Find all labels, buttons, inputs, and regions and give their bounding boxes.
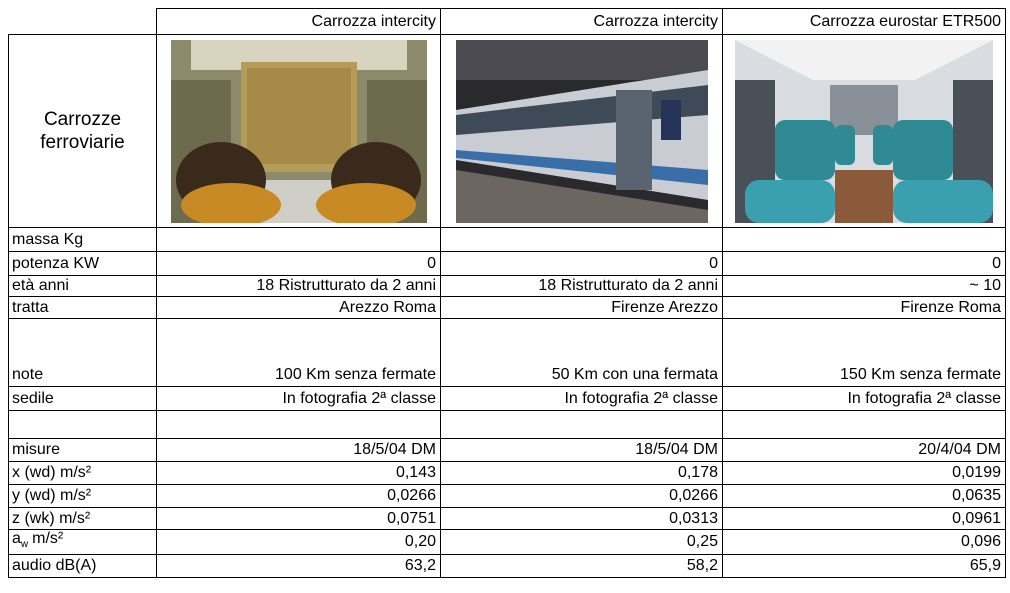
data-row: massa Kg — [8, 227, 1006, 252]
cell-value: 0,0961 — [722, 507, 1006, 530]
cell-value — [440, 410, 723, 439]
row-label: età anni — [8, 275, 157, 297]
cell-value: 20/4/04 DM — [722, 438, 1006, 462]
cell-value: 0,20 — [156, 528, 441, 556]
cell-value: 65,9 — [722, 554, 1006, 579]
cell-value: 18 Ristrutturato da 2 anni — [440, 275, 723, 297]
data-row: x (wd) m/s² 0,143 0,178 0,0199 — [8, 461, 1006, 485]
cell-value: Firenze Roma — [722, 296, 1006, 319]
data-table: Carrozza intercity Carrozza intercity Ca… — [8, 8, 1006, 579]
cell-value: 0,178 — [440, 461, 723, 485]
data-row — [8, 410, 1006, 439]
row-label: z (wk) m/s² — [8, 507, 157, 530]
data-row: tratta Arezzo Roma Firenze Arezzo Firenze R… — [8, 296, 1006, 319]
cell-value: 18 Ristrutturato da 2 anni — [156, 275, 441, 297]
cell-value: 0 — [156, 251, 441, 276]
cell-value: 150 Km senza fermate — [722, 318, 1006, 387]
cell-value: 0,0266 — [440, 484, 723, 508]
cell-value: 63,2 — [156, 554, 441, 579]
row-label: aw m/s² — [8, 528, 157, 556]
corner-cell — [8, 8, 157, 35]
photo-eurostar-interior — [735, 39, 993, 223]
data-row: y (wd) m/s² 0,0266 0,0266 0,0635 — [8, 484, 1006, 508]
row-label: x (wd) m/s² — [8, 461, 157, 485]
cell-value: 0 — [440, 251, 723, 276]
cell-value: 0,0635 — [722, 484, 1006, 508]
data-row: z (wk) m/s² 0,0751 0,0313 0,0961 — [8, 507, 1006, 530]
cell-value — [722, 227, 1006, 252]
cell-value: In fotografia 2ª classe — [156, 386, 441, 411]
header-row: Carrozza intercity Carrozza intercity Ca… — [8, 8, 1006, 35]
cell-value: 0,096 — [722, 528, 1006, 556]
cell-value: 0,0313 — [440, 507, 723, 530]
cell-value: 0,0199 — [722, 461, 1006, 485]
row-label: potenza KW — [8, 251, 157, 276]
data-row: audio dB(A) 63,2 58,2 65,9 — [8, 554, 1006, 579]
data-row: aw m/s² 0,20 0,25 0,096 — [8, 528, 1006, 556]
row-label: sedile — [8, 386, 157, 411]
cell-value — [440, 227, 723, 252]
row-label — [8, 410, 157, 439]
image-cell — [440, 34, 723, 228]
cell-value: 0,0751 — [156, 507, 441, 530]
row-label: misure — [8, 438, 157, 462]
cell-value: 100 Km senza fermate — [156, 318, 441, 387]
row-label: y (wd) m/s² — [8, 484, 157, 508]
cell-value: In fotografia 2ª classe — [440, 386, 723, 411]
label-subscript: w — [20, 539, 29, 551]
data-row: sedile In fotografia 2ª classe In fotograf… — [8, 386, 1006, 411]
data-row: misure 18/5/04 DM 18/5/04 DM 20/4/04 DM — [8, 438, 1006, 462]
photo-compartment — [170, 39, 427, 223]
cell-value: 18/5/04 DM — [440, 438, 723, 462]
image-cell — [156, 34, 441, 228]
label-unit: m/s² — [32, 530, 64, 547]
cell-value: Firenze Arezzo — [440, 296, 723, 319]
cell-value: 0,25 — [440, 528, 723, 556]
column-header: Carrozza eurostar ETR500 — [722, 8, 1006, 35]
cell-value: 50 Km con una fermata — [440, 318, 723, 387]
label-base: a — [12, 530, 21, 547]
column-header: Carrozza intercity — [440, 8, 723, 35]
row-label: tratta — [8, 296, 157, 319]
data-row: potenza KW 0 0 0 — [8, 251, 1006, 276]
photo-train — [455, 39, 708, 223]
cell-value — [156, 410, 441, 439]
row-label: audio dB(A) — [8, 554, 157, 579]
row-label: massa Kg — [8, 227, 157, 252]
cell-value: 18/5/04 DM — [156, 438, 441, 462]
column-header: Carrozza intercity — [156, 8, 441, 35]
cell-value: Arezzo Roma — [156, 296, 441, 319]
cell-value — [156, 227, 441, 252]
cell-value — [722, 410, 1006, 439]
cell-value: 0,143 — [156, 461, 441, 485]
cell-value: ~ 10 — [722, 275, 1006, 297]
image-cell — [722, 34, 1006, 228]
data-row: età anni 18 Ristrutturato da 2 anni 18 Ris… — [8, 275, 1006, 297]
cell-value: 0 — [722, 251, 1006, 276]
cell-value: 0,0266 — [156, 484, 441, 508]
row-label: Carrozze ferroviarie — [8, 34, 157, 228]
cell-value: In fotografia 2ª classe — [722, 386, 1006, 411]
row-label: note — [8, 318, 157, 387]
data-row: note 100 Km senza fermate 50 Km con una fe… — [8, 318, 1006, 387]
cell-value: 58,2 — [440, 554, 723, 579]
image-row: Carrozze ferroviarie — [8, 34, 1006, 228]
